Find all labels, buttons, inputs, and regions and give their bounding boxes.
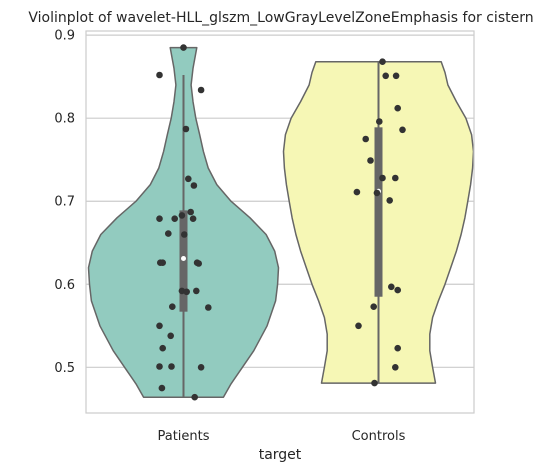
data-point [167, 332, 174, 340]
data-point [382, 72, 390, 80]
data-point [156, 71, 163, 79]
data-point [191, 393, 198, 401]
data-point [159, 259, 166, 267]
x-tick-labels: Patients Controls [157, 429, 406, 444]
data-point [181, 231, 188, 238]
y-tick-label: 0.5 [54, 361, 75, 376]
data-point [355, 322, 362, 330]
data-point [392, 174, 399, 182]
data-point [193, 287, 200, 295]
data-point [197, 364, 205, 371]
data-point [197, 86, 205, 94]
x-tick-label: Controls [352, 429, 406, 444]
data-point [156, 215, 163, 222]
y-tick-labels: 0.5 0.6 0.7 0.8 0.9 [54, 29, 75, 376]
data-point [195, 260, 202, 267]
data-point [379, 58, 386, 65]
data-point [171, 215, 178, 222]
data-point [370, 303, 378, 311]
data-point [399, 126, 406, 134]
data-point [189, 215, 197, 222]
data-point [183, 288, 190, 296]
y-tick-label: 0.6 [54, 278, 75, 293]
data-point [182, 125, 190, 133]
data-point [180, 44, 187, 51]
data-point [386, 197, 394, 204]
x-axis-label: target [259, 447, 302, 463]
data-point [392, 72, 400, 80]
y-tick-label: 0.7 [54, 195, 75, 210]
violins [87, 46, 475, 398]
data-point [371, 379, 378, 387]
data-point [169, 303, 176, 311]
data-point [353, 188, 361, 196]
data-points [156, 44, 406, 401]
data-point [178, 212, 186, 219]
chart-title: Violinplot of wavelet-HLL_glszm_LowGrayL… [28, 10, 533, 26]
violin-median [181, 256, 186, 262]
data-point [362, 135, 370, 143]
data-point [190, 182, 198, 189]
data-point [388, 283, 395, 291]
y-tick-label: 0.8 [54, 112, 75, 127]
data-point [205, 304, 212, 311]
data-point [367, 157, 374, 164]
data-point [394, 344, 402, 352]
data-point [187, 208, 194, 216]
data-point [392, 364, 399, 371]
violin-iqr-box [374, 127, 383, 297]
data-point [159, 344, 166, 352]
data-point [376, 118, 383, 125]
data-point [379, 174, 386, 182]
data-point [185, 175, 192, 183]
data-point [158, 384, 166, 392]
data-point [168, 363, 175, 370]
data-point [394, 104, 402, 112]
data-point [165, 230, 172, 237]
x-tick-label: Patients [157, 429, 209, 444]
data-point [373, 189, 381, 197]
y-tick-label: 0.9 [54, 29, 75, 44]
data-point [394, 286, 402, 294]
data-point [156, 363, 163, 370]
plot-frame [85, 30, 475, 414]
data-point [156, 322, 163, 330]
